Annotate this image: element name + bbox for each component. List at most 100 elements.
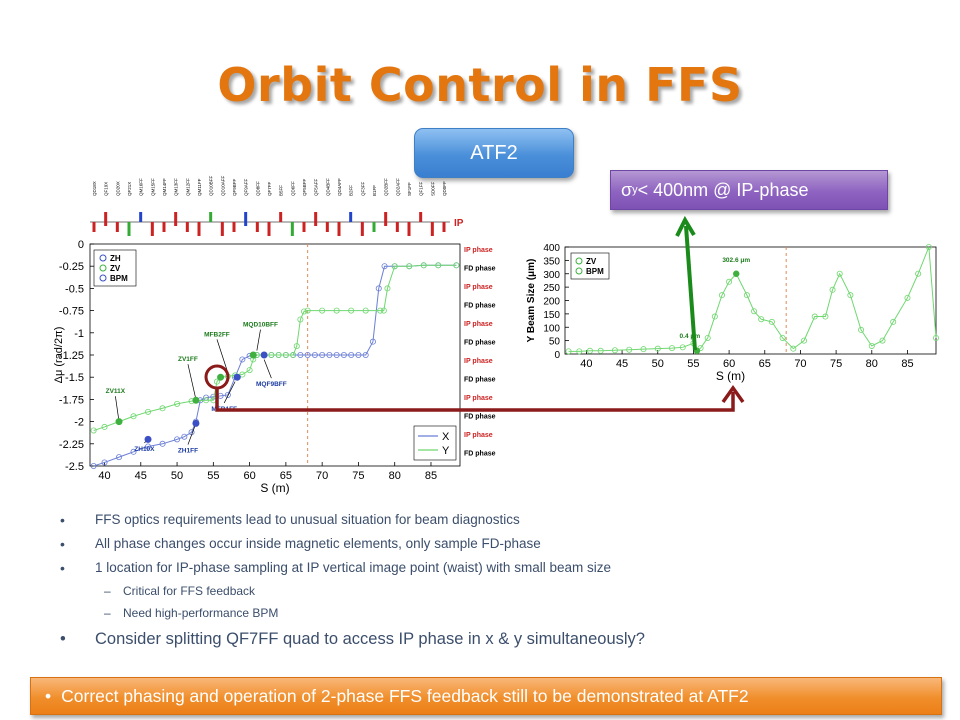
data-point-x bbox=[181, 433, 188, 440]
data-point-y bbox=[348, 307, 355, 314]
lattice-element bbox=[290, 222, 294, 236]
bullet-item-large: Consider splitting QF7FF quad to access … bbox=[60, 624, 900, 654]
sub-bullet-item: Critical for FFS feedback bbox=[60, 580, 900, 602]
lattice-element bbox=[139, 212, 143, 222]
data-point-y bbox=[301, 308, 308, 315]
data-point-x bbox=[261, 351, 268, 358]
data-point-bpm bbox=[768, 318, 775, 325]
y-tick-label: -1.75 bbox=[59, 394, 84, 406]
data-point-x bbox=[406, 263, 413, 270]
lattice-element-label: QM13FF bbox=[174, 178, 179, 196]
x-tick-label: 80 bbox=[866, 358, 878, 370]
y-axis-label: Y Beam Size (μm) bbox=[526, 259, 537, 343]
highlight-point bbox=[733, 270, 740, 277]
x-axis-label: S (m) bbox=[260, 481, 289, 495]
data-point-x bbox=[210, 393, 217, 400]
legend-entry: ZH bbox=[110, 254, 121, 263]
data-point-bpm bbox=[586, 347, 593, 354]
y-tick-label: 50 bbox=[549, 337, 561, 348]
data-point-y bbox=[261, 351, 268, 358]
y-tick-label: -1 bbox=[74, 328, 84, 340]
data-point-y bbox=[253, 351, 260, 358]
lattice-element bbox=[430, 222, 434, 236]
y-tick-label: 150 bbox=[543, 310, 560, 321]
data-point-x bbox=[268, 351, 275, 358]
lattice-element-label: B5FF bbox=[279, 185, 284, 196]
phase-label: IP phase bbox=[464, 321, 493, 328]
plot-frame bbox=[564, 246, 937, 355]
data-point-x bbox=[348, 351, 355, 358]
lattice-element bbox=[220, 222, 224, 236]
x-tick-label: 50 bbox=[171, 470, 183, 482]
y-tick-label: -0.75 bbox=[59, 306, 84, 318]
x-tick-label: 85 bbox=[425, 470, 437, 482]
highlight-point bbox=[192, 396, 200, 404]
y-tick-label: 300 bbox=[543, 270, 560, 281]
data-point-y bbox=[174, 400, 181, 407]
highlight-point bbox=[260, 351, 268, 359]
legend-box bbox=[570, 252, 610, 280]
lattice-element bbox=[209, 212, 213, 222]
data-point-y bbox=[203, 397, 210, 404]
phase-label: IP phase bbox=[464, 358, 493, 365]
annotation-label: 0.4 μm bbox=[680, 333, 701, 340]
lattice-element bbox=[349, 212, 353, 222]
lattice-element-label: QF9AFF bbox=[244, 178, 249, 196]
data-point-bpm bbox=[829, 286, 836, 293]
legend-marker bbox=[99, 264, 107, 272]
x-tick-label: 70 bbox=[316, 470, 328, 482]
annotation-label: ZV1FF bbox=[178, 356, 198, 363]
data-point-bpm bbox=[679, 344, 686, 351]
y-tick-label: -1.25 bbox=[59, 350, 84, 362]
data-point-y bbox=[101, 423, 108, 430]
data-point-x bbox=[375, 285, 382, 292]
lattice-element bbox=[314, 212, 318, 226]
series-line-y bbox=[93, 264, 457, 431]
data-point-bpm bbox=[654, 345, 661, 352]
phase-label: FD phase bbox=[464, 377, 496, 384]
lattice-element-label: QF21X bbox=[127, 182, 132, 196]
data-point-bpm bbox=[868, 342, 875, 349]
data-point-x bbox=[224, 391, 231, 398]
bullet-item: All phase changes occur inside magnetic … bbox=[60, 532, 900, 556]
atf2-button[interactable]: ATF2 bbox=[414, 128, 574, 178]
lattice-element bbox=[372, 222, 376, 232]
x-tick-label: 40 bbox=[98, 470, 110, 482]
lattice-element bbox=[92, 222, 96, 232]
data-point-x bbox=[333, 351, 340, 358]
x-tick-label: 85 bbox=[901, 358, 913, 370]
data-point-bpm bbox=[576, 348, 583, 355]
data-point-x bbox=[90, 462, 97, 469]
phase-label: IP phase bbox=[464, 247, 493, 254]
lattice-element-label: QD6FF bbox=[290, 181, 295, 196]
data-point-y bbox=[217, 374, 224, 381]
connector-arrow-red bbox=[215, 388, 735, 412]
data-point-x bbox=[311, 351, 318, 358]
data-point-x bbox=[282, 351, 289, 358]
data-point-x bbox=[362, 351, 369, 358]
sigma-symbol: σ bbox=[621, 179, 633, 200]
phase-label: FD phase bbox=[464, 266, 496, 273]
data-point-y bbox=[435, 262, 442, 269]
lattice-element-label: QD18X bbox=[92, 181, 97, 196]
data-point-y bbox=[268, 351, 275, 358]
legend-entry: BPM bbox=[110, 274, 128, 283]
data-point-y bbox=[213, 378, 220, 385]
x-tick-label: 60 bbox=[723, 358, 735, 370]
data-point-y bbox=[453, 262, 460, 269]
lattice-element-label: QD0FF bbox=[442, 181, 447, 196]
connector-arrow-green bbox=[684, 225, 697, 351]
data-point-x bbox=[239, 356, 246, 363]
data-point-y bbox=[210, 397, 217, 404]
data-point-x bbox=[130, 448, 137, 455]
lattice-element-label: QF19X bbox=[104, 182, 109, 196]
y-axis-label: Δμ (rad/2π) bbox=[53, 327, 65, 384]
data-point-x bbox=[275, 351, 282, 358]
lattice-element-label: QM11FF bbox=[197, 178, 202, 196]
data-point-x bbox=[326, 351, 333, 358]
y-tick-label: 0 bbox=[554, 350, 560, 361]
data-point-y bbox=[224, 373, 231, 380]
y-tick-label: -0.25 bbox=[59, 261, 84, 273]
phase-label: FD phase bbox=[464, 414, 496, 421]
bullet-item: 1 location for IP-phase sampling at IP v… bbox=[60, 556, 900, 580]
